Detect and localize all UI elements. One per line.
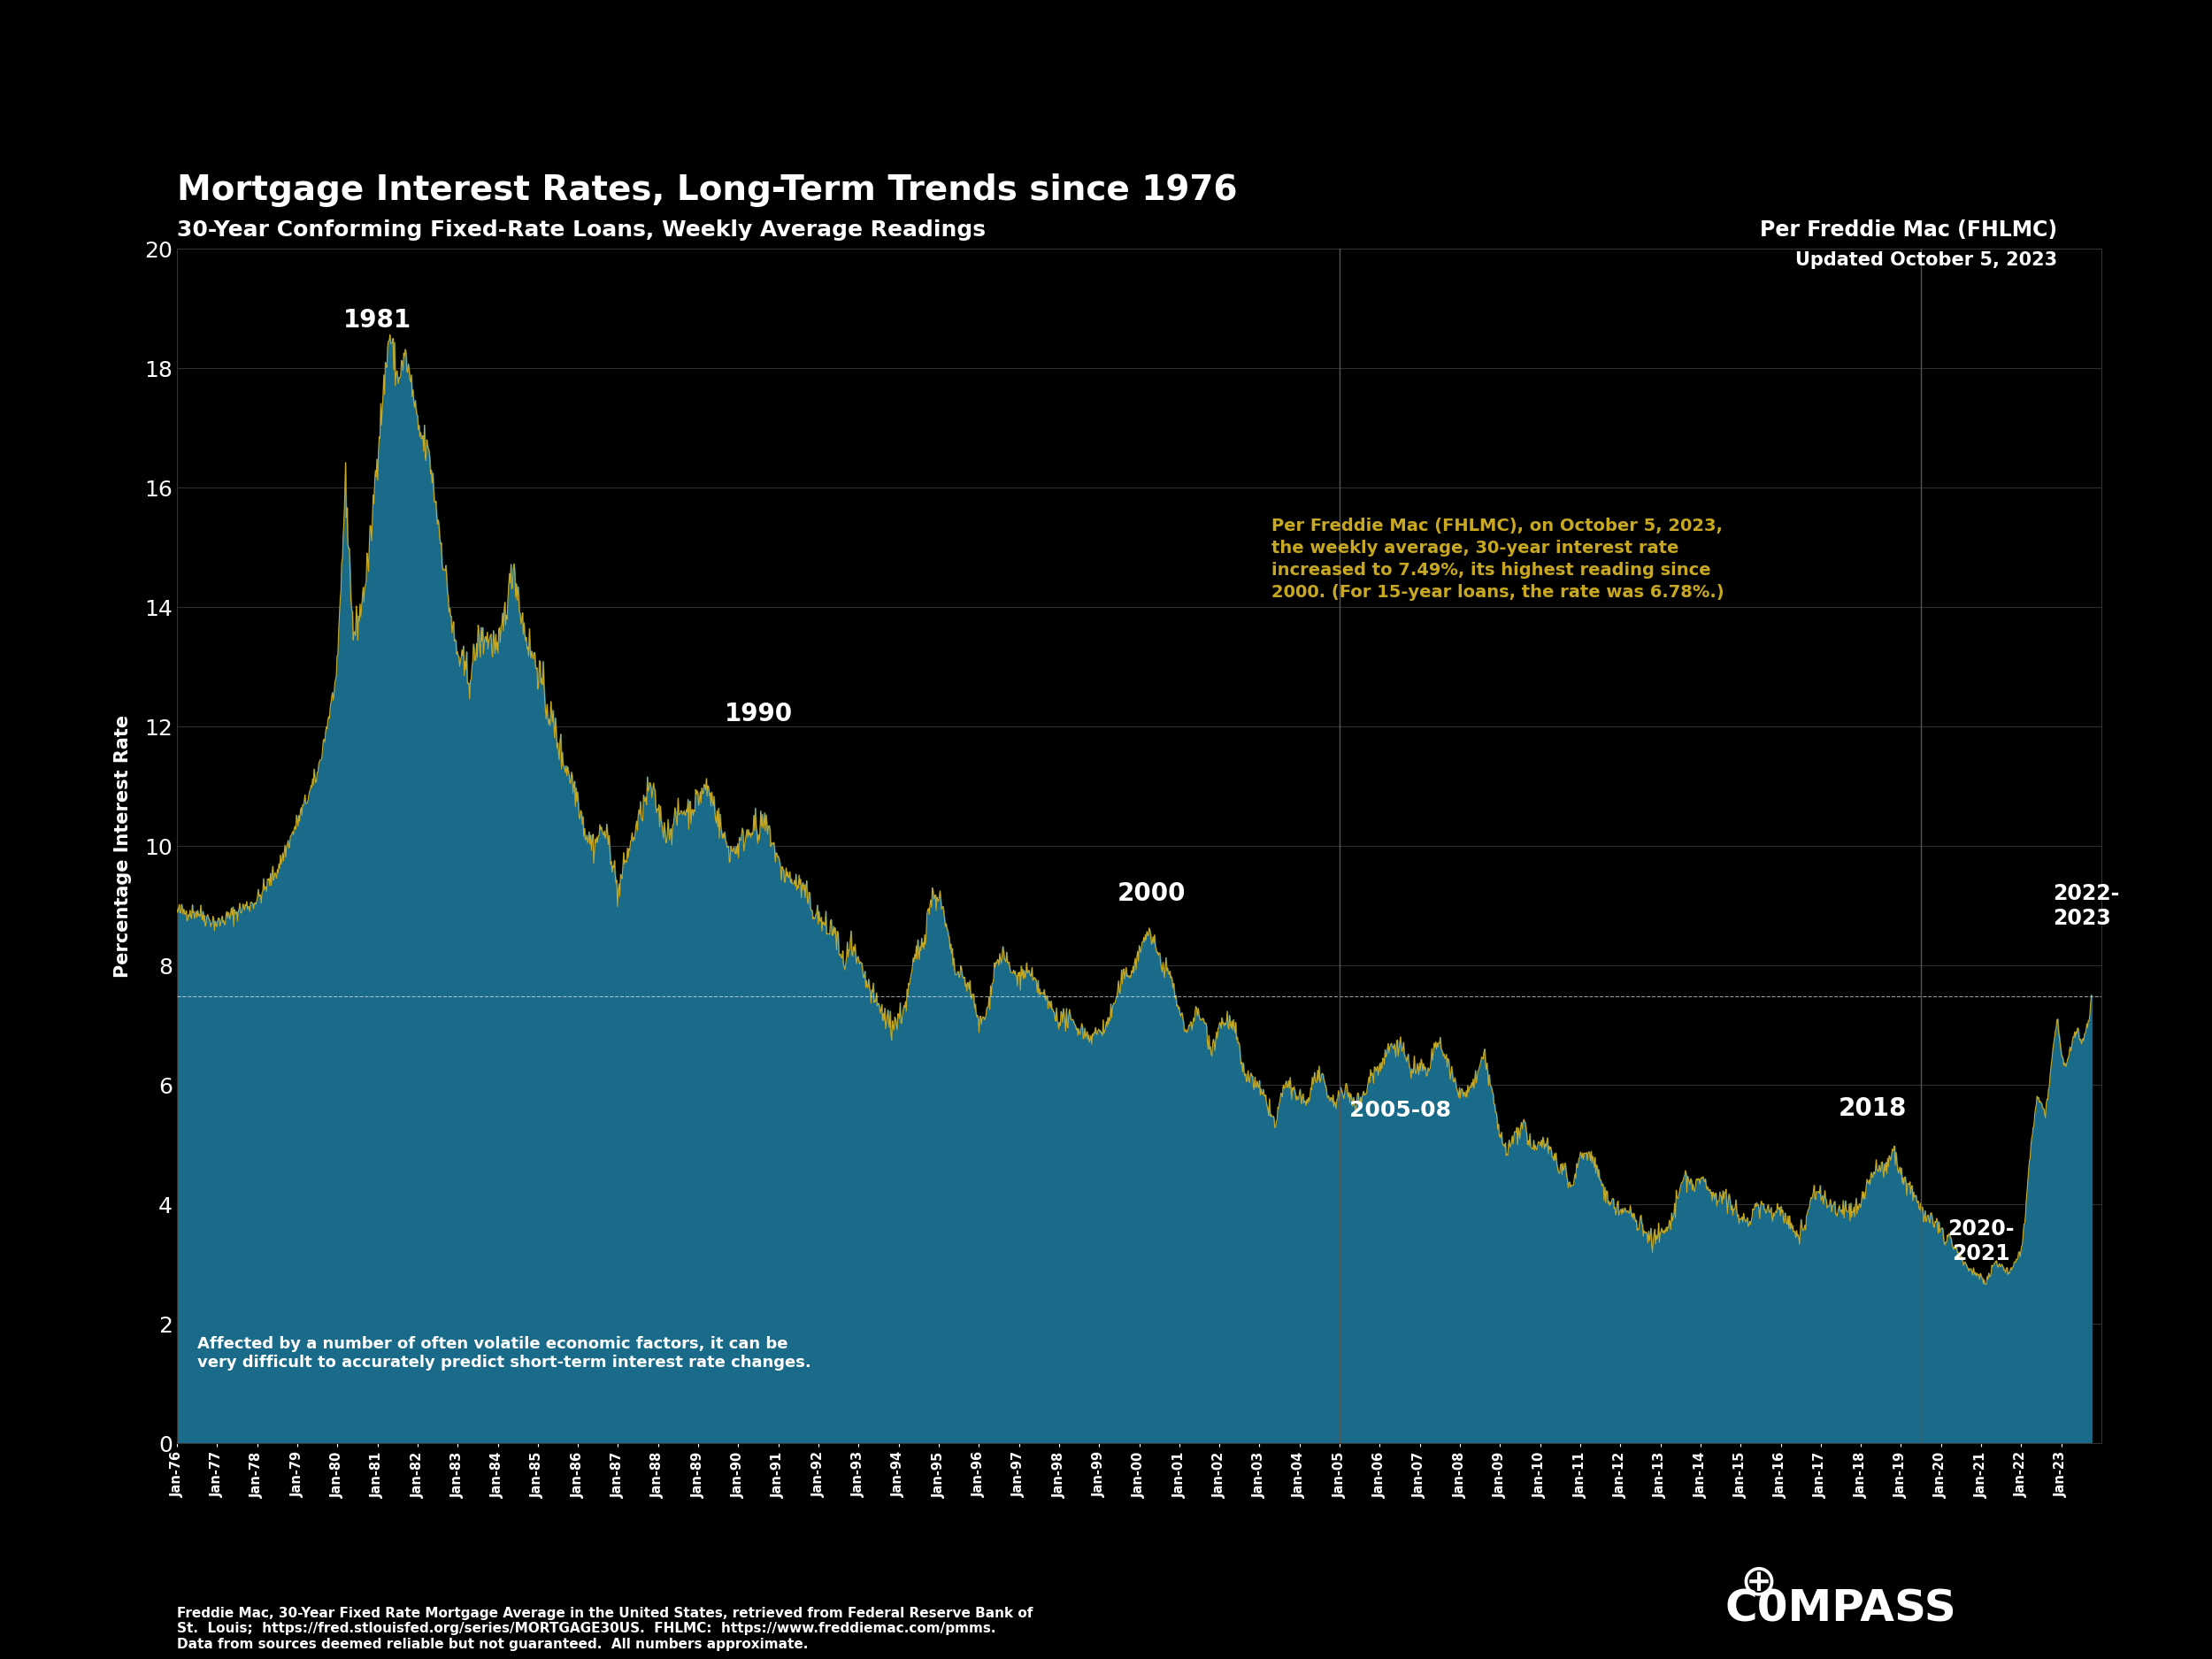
- Text: 1981: 1981: [343, 307, 411, 332]
- Text: Updated October 5, 2023: Updated October 5, 2023: [1796, 251, 2057, 269]
- Text: Freddie Mac, 30-Year Fixed Rate Mortgage Average in the United States, retrieved: Freddie Mac, 30-Year Fixed Rate Mortgage…: [177, 1606, 1033, 1651]
- Text: 2020-
2021: 2020- 2021: [1949, 1218, 2015, 1264]
- Text: C0MPASS: C0MPASS: [1725, 1588, 1958, 1631]
- Text: 30-Year Conforming Fixed-Rate Loans, Weekly Average Readings: 30-Year Conforming Fixed-Rate Loans, Wee…: [177, 219, 987, 241]
- Text: 2018: 2018: [1838, 1097, 1907, 1121]
- Text: Mortgage Interest Rates, Long-Term Trends since 1976: Mortgage Interest Rates, Long-Term Trend…: [177, 174, 1237, 207]
- Text: Per Freddie Mac (FHLMC), on October 5, 2023,
the weekly average, 30-year interes: Per Freddie Mac (FHLMC), on October 5, 2…: [1272, 518, 1723, 601]
- Text: Affected by a number of often volatile economic factors, it can be
very difficul: Affected by a number of often volatile e…: [197, 1335, 812, 1370]
- Text: 2000: 2000: [1117, 881, 1186, 906]
- Text: Per Freddie Mac (FHLMC): Per Freddie Mac (FHLMC): [1761, 219, 2057, 241]
- Text: 2005-08: 2005-08: [1349, 1100, 1451, 1121]
- Text: ⊕: ⊕: [1741, 1561, 1776, 1604]
- Text: 1990: 1990: [723, 702, 792, 727]
- Text: 2022-
2023: 2022- 2023: [2053, 883, 2119, 929]
- Y-axis label: Percentage Interest Rate: Percentage Interest Rate: [115, 715, 133, 977]
